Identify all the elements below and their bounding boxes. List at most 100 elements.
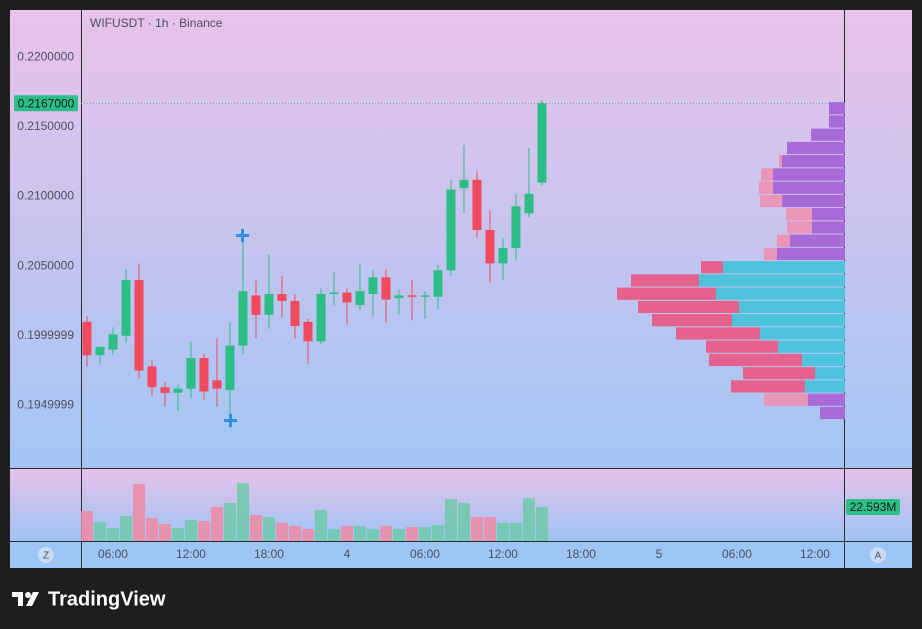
candle-body <box>394 295 404 299</box>
volume-bar <box>223 502 236 541</box>
volume-bar <box>444 499 457 541</box>
candle-body <box>264 293 274 315</box>
axis-button[interactable] <box>870 547 886 563</box>
profile-down <box>706 340 778 353</box>
volume-bar <box>522 497 535 541</box>
plot: 0.2200000 0.2150000 0.2100000 0.2050000 0.19… <box>14 50 900 561</box>
profile-up <box>782 155 845 168</box>
volume-bar <box>106 528 119 541</box>
candle-body <box>446 189 456 271</box>
volume-bar <box>197 520 210 541</box>
event-markers <box>224 229 249 427</box>
candle-body <box>160 387 170 393</box>
candle-body <box>212 380 222 389</box>
candle-body <box>121 280 131 336</box>
y-tick-label: 0.1949999 <box>17 398 74 412</box>
y-tick-label: 0.2150000 <box>17 119 74 133</box>
volume-bar <box>509 522 522 541</box>
candle-body <box>511 206 521 249</box>
brand-name: TradingView <box>48 588 166 610</box>
volume-bar <box>184 519 197 541</box>
candle-body <box>238 291 248 346</box>
volume-bar <box>405 527 418 541</box>
x-tick-label: 12:00 <box>488 547 518 561</box>
volume-bar <box>145 517 158 541</box>
profile-down <box>743 367 815 380</box>
axis-button[interactable] <box>38 547 54 563</box>
x-tick-label: 06:00 <box>722 547 752 561</box>
profile-down <box>759 181 773 194</box>
candle-body <box>134 280 144 371</box>
volume-bar <box>210 506 223 541</box>
candle-body <box>342 292 352 303</box>
candle-body <box>407 295 417 297</box>
y-tick-label: 0.2200000 <box>17 50 74 64</box>
profile-up <box>805 380 845 393</box>
candle-body <box>485 229 495 264</box>
profile-up <box>820 406 845 420</box>
x-tick-label: 18:00 <box>254 547 284 561</box>
volume-bar <box>379 525 392 541</box>
candle-body <box>186 358 196 389</box>
time-axis <box>10 541 912 568</box>
profile-up <box>778 340 845 353</box>
profile-down <box>631 274 699 287</box>
y-tick-label: 0.1999999 <box>17 328 74 342</box>
x-tick-label: 18:00 <box>566 547 596 561</box>
axis-button-label[interactable]: Z <box>43 551 49 562</box>
volume-bar <box>288 525 301 541</box>
x-tick-label: 4 <box>344 547 351 561</box>
volume-bar <box>496 522 509 541</box>
profile-up <box>782 194 845 208</box>
axis-button-label[interactable]: A <box>875 551 882 562</box>
profile-down <box>779 155 782 168</box>
profile-up <box>812 221 845 234</box>
volume-bar <box>353 525 366 541</box>
volume-bar <box>366 528 379 541</box>
x-tick-label: 12:00 <box>176 547 206 561</box>
volume-bar <box>275 522 288 541</box>
candle-body <box>329 292 339 294</box>
volume-bar <box>314 509 327 541</box>
volume-bar <box>249 514 262 541</box>
volume-bar <box>392 528 405 541</box>
volume-bar <box>457 502 470 541</box>
profile-up <box>716 287 845 300</box>
profile-down <box>786 208 812 221</box>
volume-bar <box>262 517 275 541</box>
candle-body <box>251 295 261 315</box>
candle-body <box>290 300 300 327</box>
profile-down <box>787 221 812 234</box>
candle-body <box>433 270 443 297</box>
profile-up <box>739 300 845 314</box>
volume-bar <box>236 483 249 541</box>
volume-bar <box>327 528 340 541</box>
last-price-tag <box>14 95 78 112</box>
candle-body <box>82 321 92 356</box>
profile-up <box>732 314 845 327</box>
candle-body <box>368 277 378 294</box>
profile-down <box>731 380 805 393</box>
candle-body <box>225 345 235 391</box>
volume-bar <box>483 517 496 541</box>
y-tick-label: 0.2100000 <box>17 189 74 203</box>
x-tick-label: 12:00 <box>800 547 830 561</box>
profile-down <box>652 314 732 327</box>
last-volume-label: 22.593M <box>850 500 897 514</box>
volume-bar <box>340 525 353 541</box>
volume-bar <box>535 506 548 541</box>
candle-body <box>537 103 547 183</box>
brand-logo <box>12 592 39 606</box>
candle-body <box>303 321 313 342</box>
volume-bar <box>301 528 314 541</box>
profile-down <box>764 247 777 261</box>
volume-bar <box>93 522 106 541</box>
profile-up <box>802 353 845 367</box>
profile-up <box>790 234 845 247</box>
candle-body <box>381 277 391 300</box>
candle-body <box>498 248 508 264</box>
last-price-label: 0.2167000 <box>18 96 75 110</box>
candle-body <box>108 334 118 350</box>
volume-bar <box>431 525 444 541</box>
